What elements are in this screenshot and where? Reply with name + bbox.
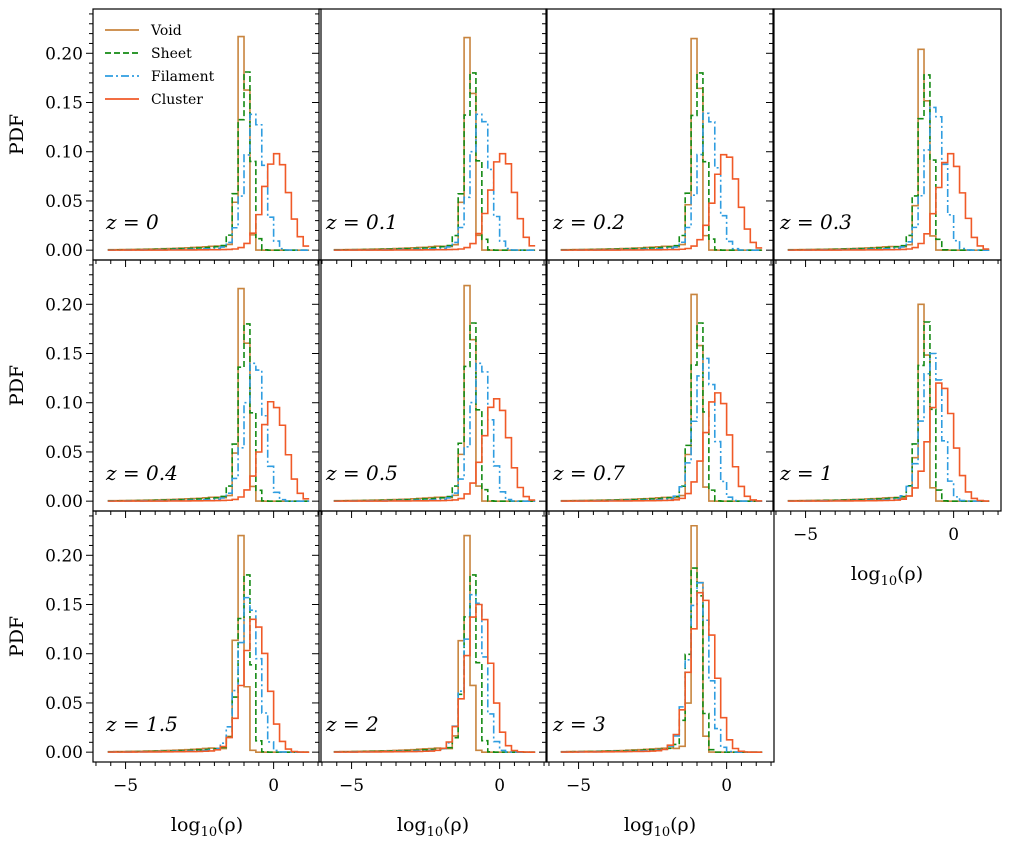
redshift-label: z = 1.5 (105, 712, 178, 736)
y-axis-label: PDF (6, 114, 28, 155)
histograms (333, 534, 536, 753)
y-tick-label: 0.10 (45, 143, 83, 163)
y-axis-label: PDF (6, 365, 28, 406)
series-cluster-z-0-3 (787, 152, 990, 251)
panel-z-1-5: 0.00 0.05 0.10 0.15 0.20 PDF −5 0 log10(ρ) z = 1.… (6, 510, 322, 840)
legend-label-void: Void (150, 23, 182, 39)
panel-z-0-7: z = 0.7 (539, 259, 775, 518)
histograms (107, 287, 310, 502)
y-tick-label: 0.05 (45, 443, 83, 463)
x-tick-label: −5 (566, 776, 591, 796)
redshift-label: z = 0.1 (325, 210, 398, 234)
y-tick-label: 0.10 (45, 645, 83, 665)
series-cluster-z-0-1 (333, 152, 536, 251)
legend-label-sheet: Sheet (151, 46, 192, 62)
x-tick-label: 0 (948, 525, 959, 545)
redshift-label: z = 0.4 (105, 461, 178, 485)
y-tick-label: 0.05 (45, 192, 83, 212)
y-tick-label: 0.15 (45, 596, 83, 616)
histograms (333, 36, 536, 251)
y-tick-label: 0.00 (45, 241, 83, 261)
panel-z-0-2: z = 0.2 (539, 8, 775, 267)
y-tick-label: 0.20 (45, 546, 83, 566)
redshift-label: z = 3 (552, 712, 606, 736)
panel-z-0-3: z = 0.3 (766, 8, 1002, 267)
histograms (560, 524, 763, 753)
x-tick-label: −5 (113, 776, 138, 796)
redshift-label: z = 0.7 (552, 461, 625, 485)
y-tick-label: 0.15 (45, 94, 83, 114)
panel-grid: 0.00 0.05 0.10 0.15 0.20 PDF z = 0 z = 0.1 z = 0… (6, 8, 1002, 840)
series-cluster-z-0-2 (560, 153, 763, 251)
axes-frame (772, 259, 1002, 512)
redshift-label: z = 1 (779, 461, 833, 485)
x-tick-label: 0 (268, 776, 279, 796)
panel-z-1: −5 0 log10(ρ) z = 1 (766, 259, 1002, 589)
histograms (107, 35, 310, 251)
panel-z-2: −5 0 log10(ρ) z = 2 (312, 510, 548, 840)
redshift-label: z = 0.2 (552, 210, 625, 234)
series-cluster-z-3 (560, 591, 763, 753)
redshift-label: z = 0.3 (779, 210, 852, 234)
panel-z-0-1: z = 0.1 (312, 8, 548, 267)
axes-frame (92, 510, 322, 763)
panel-z-0-5: z = 0.5 (312, 259, 548, 518)
axes-frame (318, 510, 548, 763)
y-tick-label: 0.00 (45, 492, 83, 512)
x-axis-label: log10(ρ) (171, 814, 243, 840)
histograms (333, 284, 536, 502)
legend-label-cluster: Cluster (151, 92, 203, 108)
redshift-label: z = 0 (105, 210, 159, 234)
y-tick-label: 0.10 (45, 394, 83, 414)
y-tick-label: 0.05 (45, 694, 83, 714)
y-tick-label: 0.20 (45, 295, 83, 315)
panel-z-3: −5 0 log10(ρ) z = 3 (539, 510, 775, 840)
y-axis-label: PDF (6, 616, 28, 657)
x-tick-label: −5 (339, 776, 364, 796)
series-cluster-z-0-5 (333, 397, 536, 502)
histograms (560, 37, 763, 251)
histograms (787, 303, 990, 502)
y-tick-label: 0.00 (45, 743, 83, 763)
panel-z-0-4: 0.00 0.05 0.10 0.15 0.20 PDF z = 0.4 (6, 259, 322, 518)
legend-label-filament: Filament (151, 69, 215, 85)
legend: Void Sheet Filament Cluster (105, 23, 215, 108)
x-tick-label: 0 (721, 776, 732, 796)
y-tick-label: 0.15 (45, 345, 83, 365)
series-cluster-z-2 (333, 603, 536, 753)
redshift-label: z = 2 (325, 712, 379, 736)
redshift-label: z = 0.5 (325, 461, 398, 485)
x-tick-label: 0 (494, 776, 505, 796)
y-tick-label: 0.20 (45, 44, 83, 64)
series-cluster-z-0 (107, 152, 310, 251)
series-cluster-z-0-7 (560, 392, 763, 502)
panel-z-0: 0.00 0.05 0.10 0.15 0.20 PDF z = 0 (6, 8, 322, 267)
histograms (560, 293, 763, 502)
x-axis-label: log10(ρ) (624, 814, 696, 840)
histograms (787, 48, 990, 251)
x-axis-label: log10(ρ) (397, 814, 469, 840)
x-tick-label: −5 (793, 525, 818, 545)
x-axis-label: log10(ρ) (851, 563, 923, 589)
series-cluster-z-0-4 (107, 400, 310, 502)
series-cluster-z-1 (787, 382, 990, 502)
series-cluster-z-1-5 (107, 618, 310, 753)
histograms (107, 534, 310, 753)
axes-frame (545, 510, 775, 763)
